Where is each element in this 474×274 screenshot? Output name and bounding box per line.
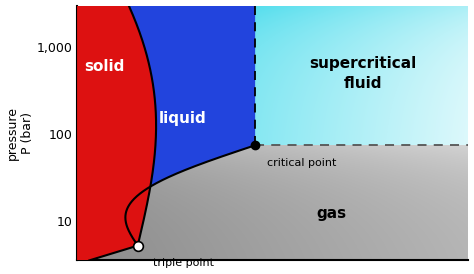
Text: critical point: critical point [267,158,336,168]
Text: liquid: liquid [159,111,207,126]
Polygon shape [77,5,156,260]
Text: triple point: triple point [154,258,214,268]
Polygon shape [126,5,255,246]
Text: supercritical
fluid: supercritical fluid [309,56,416,91]
Text: gas: gas [317,206,346,221]
Text: solid: solid [84,59,125,74]
Y-axis label: pressure
P (bar): pressure P (bar) [6,106,34,160]
